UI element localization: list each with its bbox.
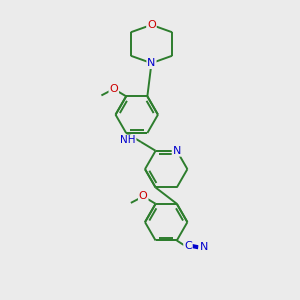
Text: N: N [147, 58, 156, 68]
Text: N: N [172, 146, 181, 156]
Text: N: N [200, 242, 208, 252]
Text: C: C [184, 241, 192, 251]
Text: NH: NH [120, 135, 136, 146]
Text: O: O [139, 191, 148, 201]
Text: O: O [110, 84, 118, 94]
Text: O: O [147, 20, 156, 30]
